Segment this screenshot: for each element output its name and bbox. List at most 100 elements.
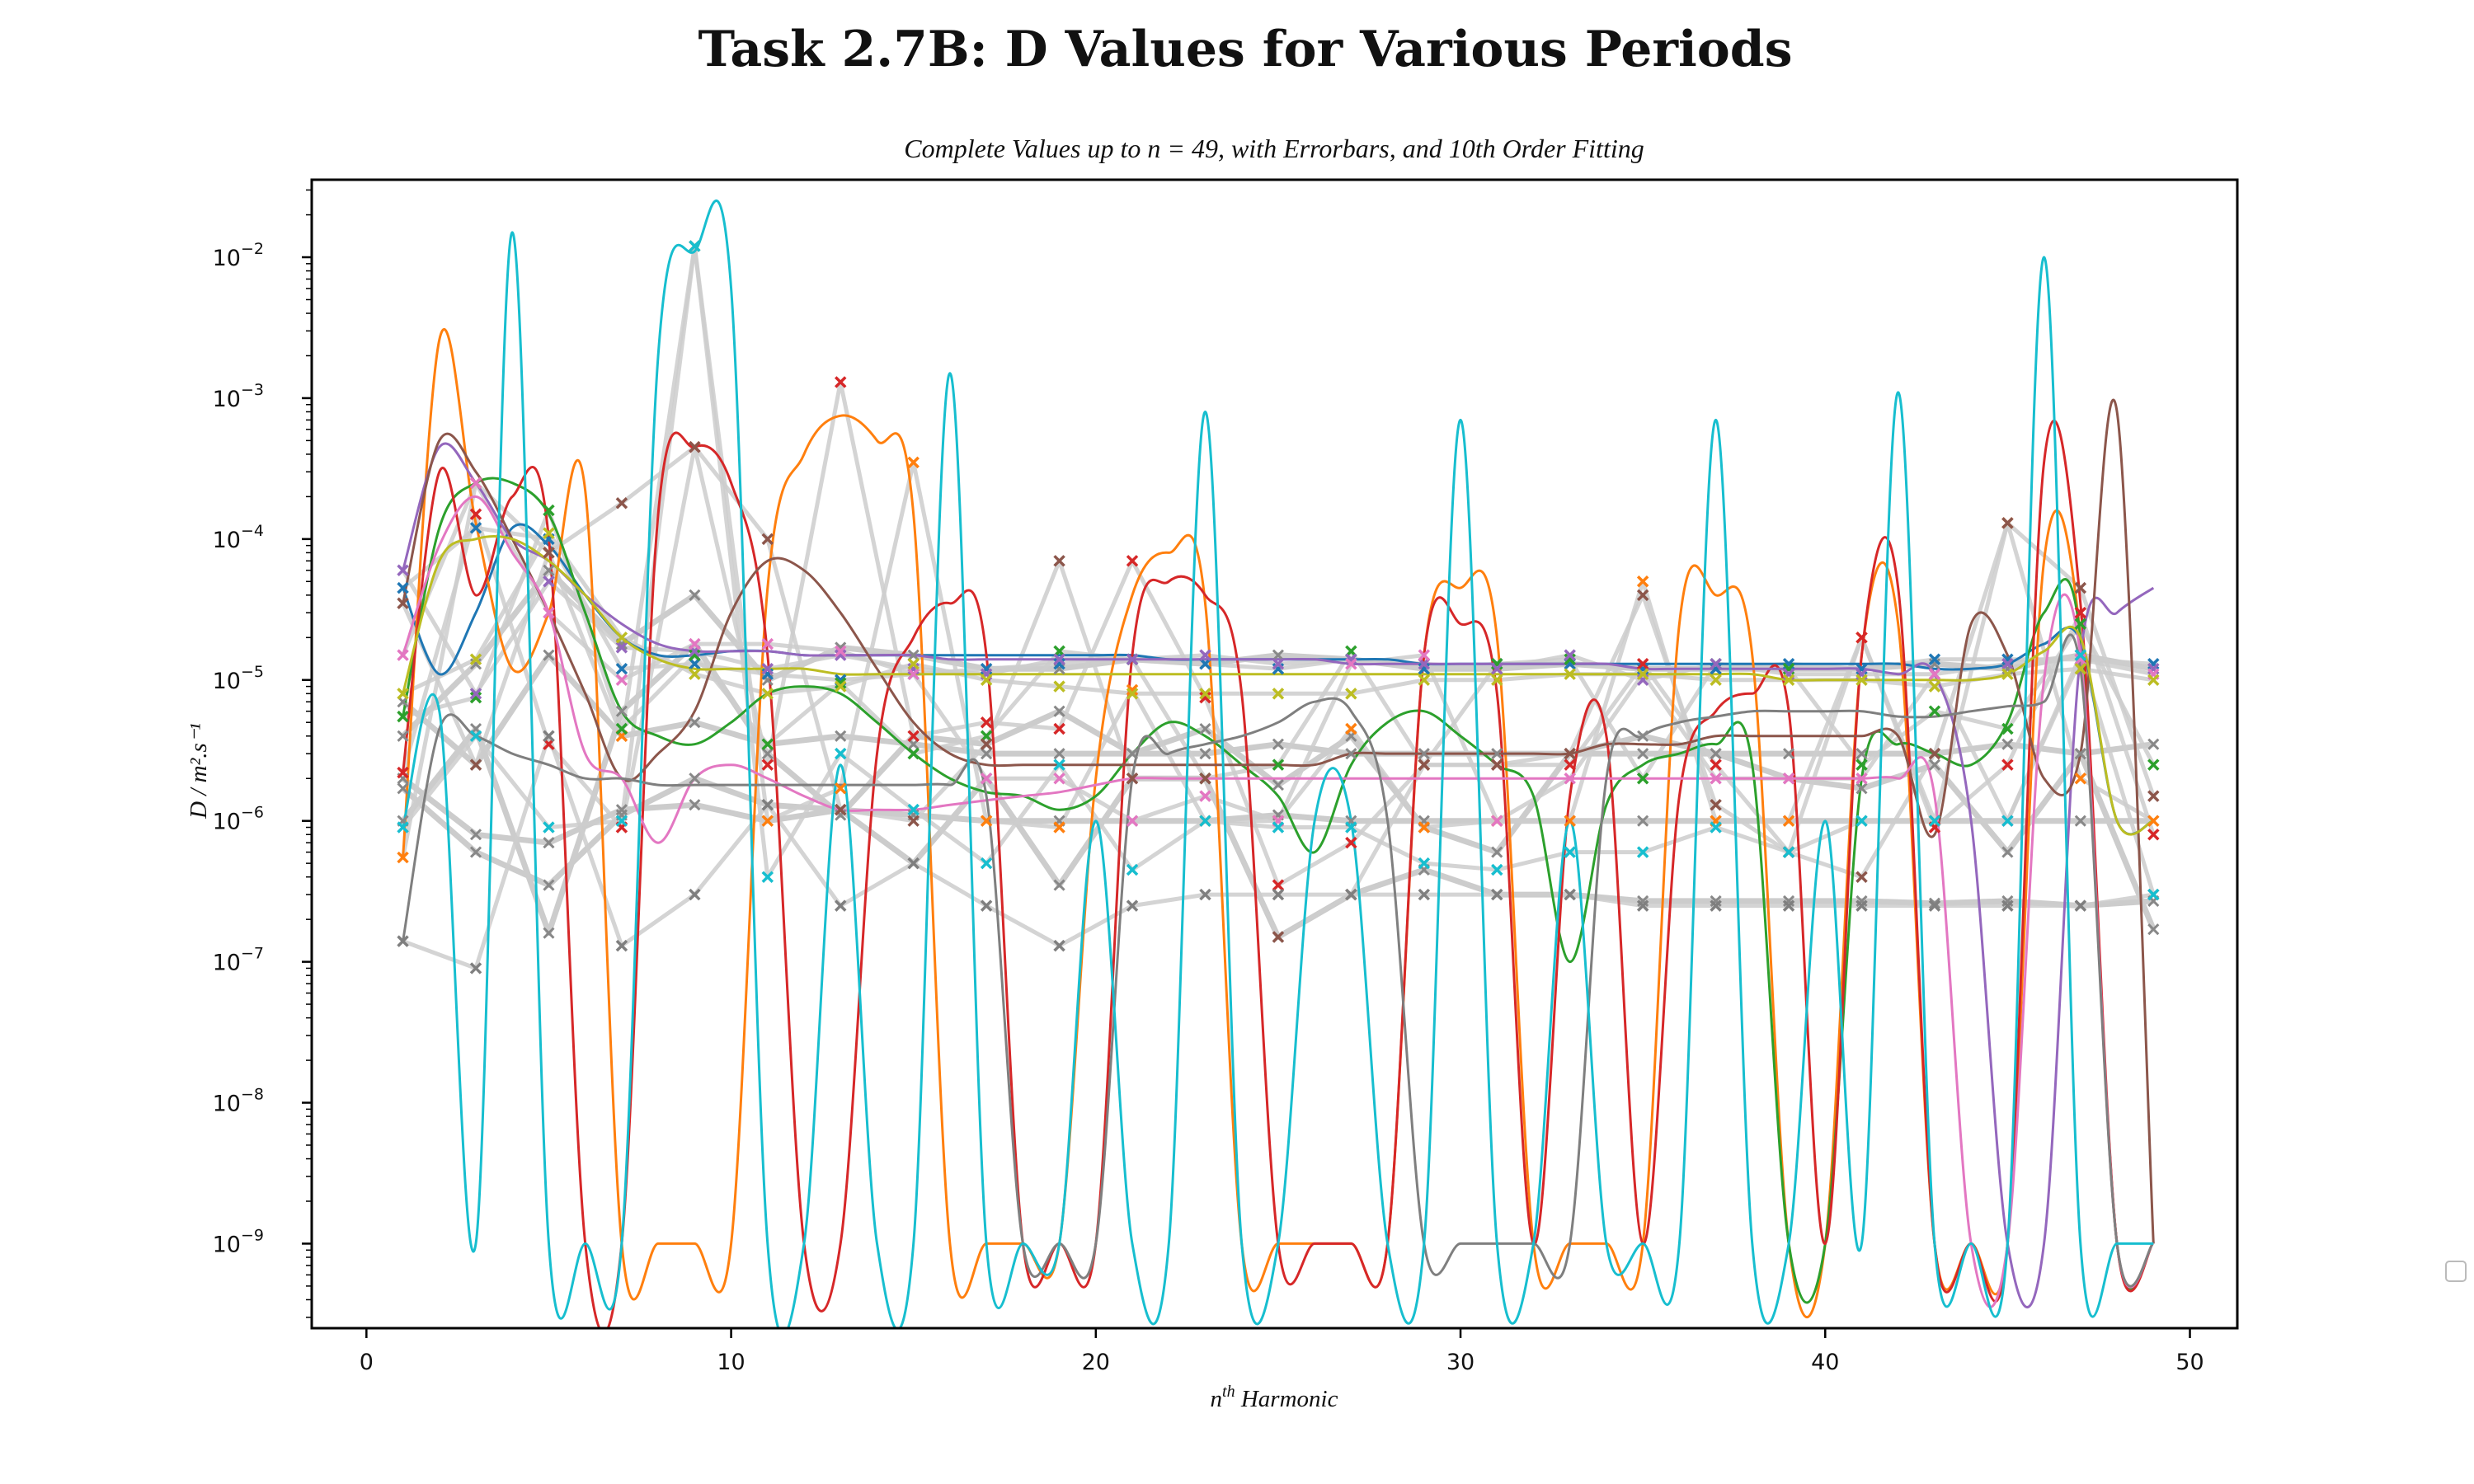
data-point: [1491, 748, 1503, 760]
y-axis: 10−9 10−8 10−7 10−6 10−5 10−4 10−3 10−2: [213, 189, 312, 1318]
data-point: [2001, 815, 2014, 827]
y-tick-label: 10−8: [213, 1086, 264, 1117]
data-point: [980, 899, 993, 912]
data-point: [2001, 668, 2014, 680]
data-point: [469, 846, 482, 858]
data-point: [1053, 758, 1065, 771]
data-point: [1710, 772, 1722, 785]
data-point: [1272, 758, 1285, 771]
data-point: [1053, 653, 1065, 666]
data-point: [2147, 815, 2160, 827]
data-point: [2074, 772, 2087, 785]
data-point: [2001, 738, 2014, 750]
data-point: [543, 575, 555, 588]
data-point: [2147, 888, 2160, 901]
data-point: [907, 658, 920, 670]
data-point: [835, 645, 847, 658]
data-point: [615, 674, 628, 687]
data-point: [1272, 879, 1285, 891]
data-point: [469, 691, 482, 704]
data-point: [1272, 931, 1285, 943]
data-point: [1710, 821, 1722, 834]
data-point: [1126, 688, 1139, 700]
data-point: [1928, 747, 1941, 760]
data-point: [1636, 772, 1649, 785]
data-point: [1564, 888, 1576, 901]
data-point: [835, 649, 847, 661]
data-point: [1272, 688, 1285, 700]
data-point: [1636, 658, 1649, 670]
data-point: [397, 710, 409, 723]
data-point: [2074, 815, 2086, 827]
data-point: [1491, 888, 1503, 901]
y-tick-label: 10−4: [213, 522, 264, 553]
data-point: [2074, 899, 2087, 912]
data-point: [1636, 589, 1649, 602]
data-point: [2147, 829, 2160, 841]
data-point: [1053, 939, 1065, 952]
data-point: [1272, 778, 1284, 791]
data-point: [397, 581, 409, 594]
data-point: [835, 803, 847, 816]
data-point: [689, 637, 701, 650]
data-point: [1345, 821, 1357, 834]
data-point: [761, 533, 774, 546]
data-point: [469, 829, 482, 841]
data-point: [469, 477, 482, 490]
data-point: [1199, 772, 1211, 785]
data-point: [1782, 899, 1795, 912]
data-point: [1637, 748, 1649, 760]
data-point: [615, 705, 628, 717]
data-point: [980, 716, 993, 729]
data-point: [835, 730, 847, 742]
data-point: [689, 773, 701, 785]
data-point: [1710, 798, 1722, 811]
data-point: [1126, 772, 1139, 785]
data-point: [1564, 658, 1576, 670]
data-point: [835, 899, 847, 912]
data-point: [2001, 899, 2014, 912]
data-point: [761, 662, 774, 675]
data-point: [615, 632, 628, 644]
data-point: [543, 527, 555, 540]
data-point: [1053, 680, 1065, 693]
data-point: [907, 456, 920, 469]
data-point: [2074, 649, 2087, 661]
data-point: [469, 522, 482, 534]
x-tick-label: 0: [360, 1350, 374, 1375]
data-point: [1856, 899, 1868, 912]
data-point: [835, 677, 847, 689]
data-point: [1564, 772, 1576, 785]
data-point: [1418, 857, 1431, 870]
data-point: [1418, 658, 1431, 670]
data-point: [397, 649, 409, 661]
chart-subtitle: Complete Values up to n = 49, with Error…: [904, 134, 1644, 163]
data-point: [2074, 606, 2087, 619]
data-point: [907, 803, 920, 816]
data-point: [2001, 758, 2014, 771]
data-point: [543, 879, 555, 891]
data-point: [1856, 815, 1868, 827]
x-axis-label: nth Harmonic: [1211, 1383, 1338, 1412]
data-point: [761, 871, 774, 883]
data-point: [1491, 674, 1503, 687]
data-point: [1345, 688, 1357, 700]
data-point: [615, 662, 628, 675]
data-point: [543, 821, 555, 834]
data-point: [1636, 899, 1649, 912]
data-point: [1199, 649, 1211, 661]
data-point: [469, 730, 482, 743]
data-point: [543, 504, 555, 517]
data-point: [689, 888, 701, 901]
data-point: [1928, 658, 1941, 670]
plot-area: [397, 199, 2160, 1328]
data-point: [1053, 705, 1065, 717]
x-axis: 0 10 20 30 40 50: [360, 1328, 2204, 1375]
data-point: [2001, 658, 2014, 670]
fit-curve: [402, 199, 2154, 1328]
data-point: [397, 766, 409, 779]
data-point: [615, 496, 628, 510]
data-point: [761, 758, 774, 771]
data-point: [543, 927, 555, 939]
data-point: [1564, 758, 1576, 771]
